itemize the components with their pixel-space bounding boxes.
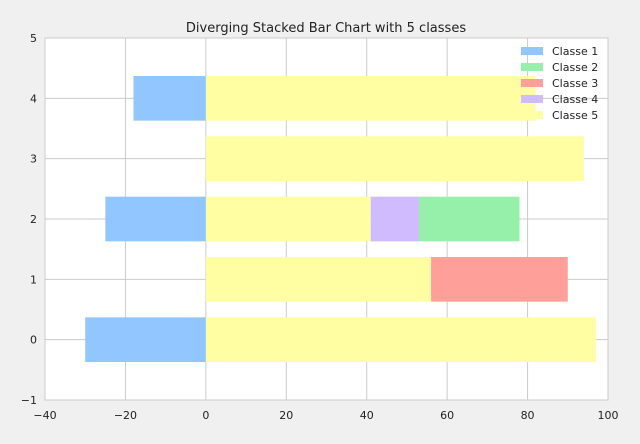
y-tick-label: 3 [30,153,37,166]
x-tick-label: 100 [598,409,619,422]
legend-label: Classe 3 [552,77,598,90]
legend-swatch [521,47,543,55]
x-tick-label: 0 [202,409,209,422]
legend-label: Classe 2 [552,61,598,74]
y-tick-label: 4 [30,92,37,105]
x-tick-label: 40 [360,409,374,422]
legend-swatch [521,95,543,103]
bar-segment [205,196,371,242]
bar-segment [431,257,568,302]
bar-segment [205,76,536,121]
y-axis-ticks: −1 0 1 2 3 4 5 [21,32,37,407]
x-tick-label: 20 [279,409,293,422]
legend-swatch [521,111,543,119]
y-tick-label: 2 [30,213,37,226]
plot-frame [44,37,609,401]
x-axis-ticks: −40 −20 0 20 40 60 80 100 [33,409,618,422]
legend-swatch [521,63,543,71]
y-tick-label: 1 [30,273,37,286]
y-tick-label: 0 [30,334,37,347]
x-tick-label: −20 [114,409,137,422]
bar-segment [418,196,520,242]
x-tick-label: −40 [33,409,56,422]
legend-label: Classe 1 [552,45,598,58]
bar-segment [205,317,596,362]
bar-segment [105,196,206,242]
legend: Classe 1 Classe 2 Classe 3 Classe 4 Classe 5 [521,45,598,122]
x-tick-label: 80 [521,409,535,422]
x-tick-label: 60 [440,409,454,422]
legend-label: Classe 5 [552,109,598,122]
bar-segment [85,317,206,362]
bars [85,76,596,362]
legend-swatch [521,79,543,87]
bar-segment [370,196,419,242]
bar-segment [205,136,584,181]
y-tick-label: 5 [30,32,37,45]
y-tick-label: −1 [21,394,37,407]
bar-segment [205,257,432,302]
legend-label: Classe 4 [552,93,598,106]
chart-title: Diverging Stacked Bar Chart with 5 class… [186,21,466,36]
bar-segment [133,76,206,121]
